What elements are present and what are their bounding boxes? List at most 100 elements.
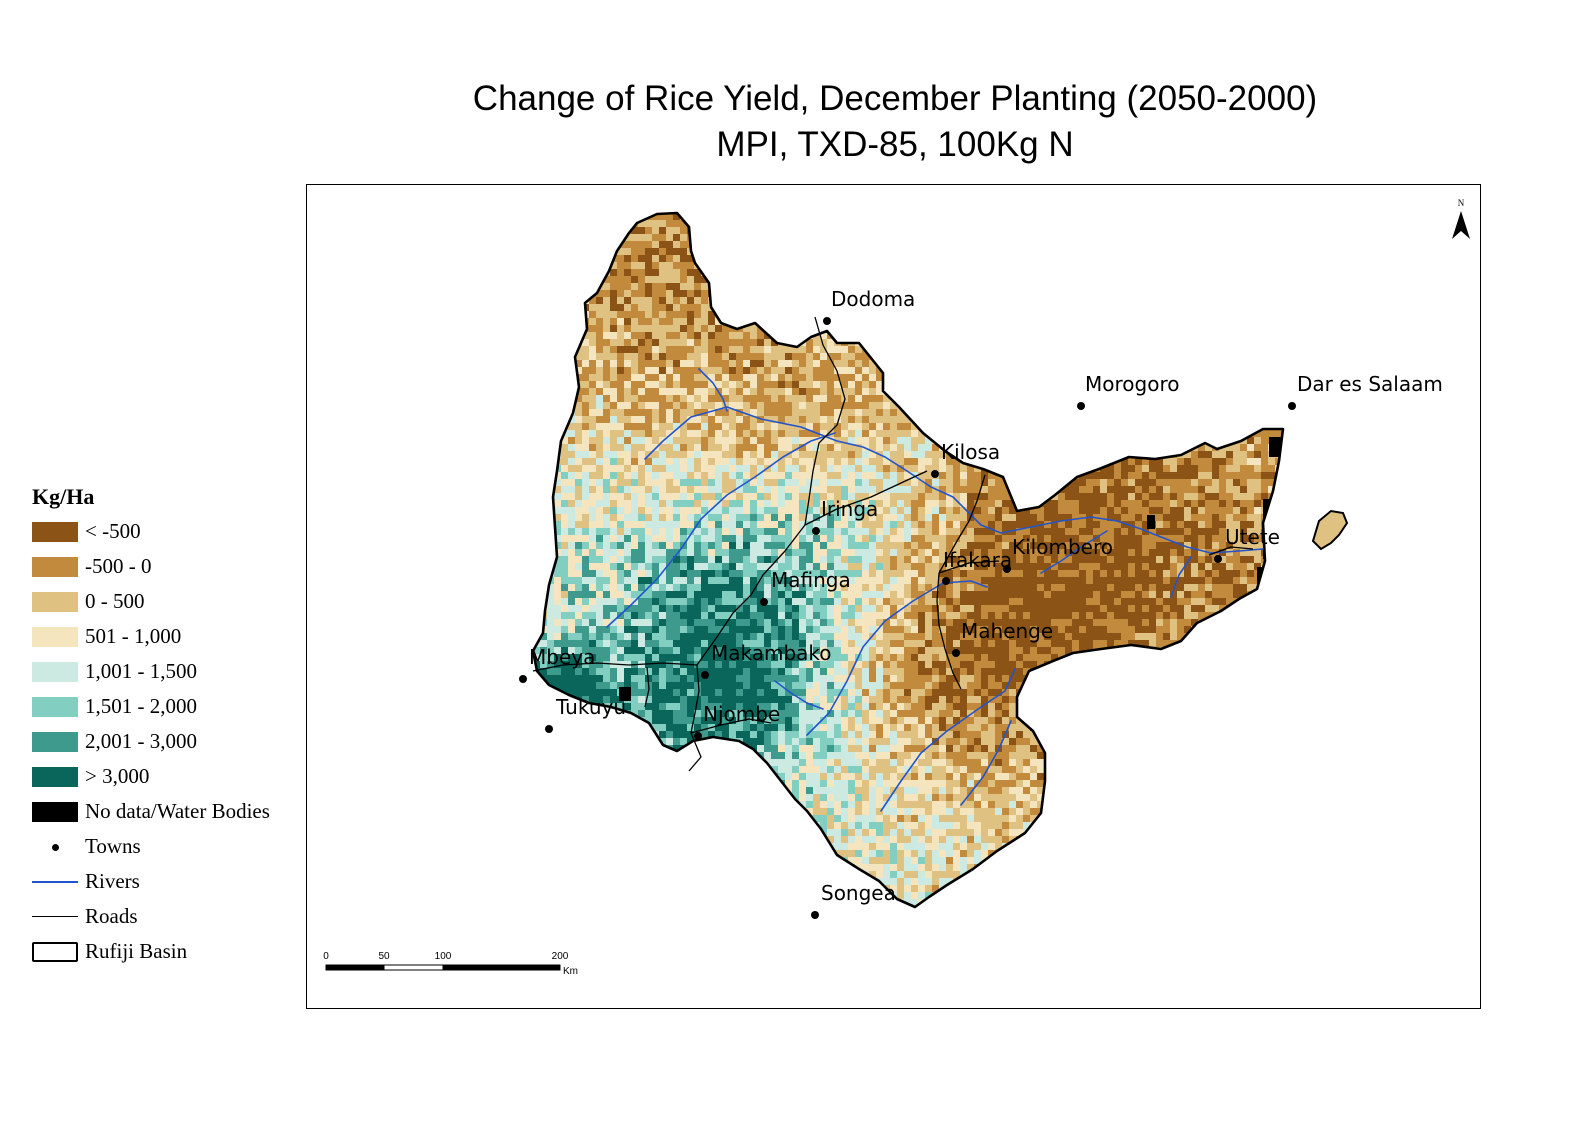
legend-item: 2,001 - 3,000: [32, 724, 302, 759]
legend-item-basin: Rufiji Basin: [32, 934, 302, 969]
legend-swatch: [32, 626, 78, 647]
coastal-island: [1311, 509, 1349, 551]
road-makambako-njombe: [688, 664, 702, 772]
rivers-layer: [606, 368, 1264, 812]
town-marker-icon: [811, 911, 819, 919]
roads-layer: [532, 316, 1254, 772]
towns-layer: Dodoma Morogoro Dar es Salaam Kilosa Iringa U…: [519, 287, 1443, 919]
town-marker-icon: [1214, 555, 1222, 563]
town-marker-icon: [1003, 565, 1011, 573]
scale-tick-200: 200: [552, 951, 569, 962]
town-marker-icon: [701, 671, 709, 679]
legend-item: 501 - 1,000: [32, 619, 302, 654]
legend-item-towns: Towns: [32, 829, 302, 864]
town-marker-icon: [812, 527, 820, 535]
legend-label: 1,001 - 1,500: [85, 659, 197, 683]
town-marker-icon: [931, 470, 939, 478]
legend-item: > 3,000: [32, 759, 302, 794]
road-ifakara-kilombero: [938, 560, 1000, 574]
river-tributary-utete: [1170, 556, 1192, 598]
river-kisigo: [698, 368, 728, 412]
road-njombe-east: [690, 718, 772, 734]
legend-swatch: [32, 521, 78, 542]
town-label: Mafinga: [771, 568, 851, 592]
town-marker-icon: [952, 649, 960, 657]
town-marker-icon: [760, 598, 768, 606]
map-title: Change of Rice Yield, December Planting …: [300, 76, 1490, 168]
scale-tick-100: 100: [435, 951, 452, 962]
north-arrow-label: N: [1458, 198, 1465, 208]
road-line-icon: [32, 907, 78, 927]
town-marker-icon: [1288, 402, 1296, 410]
map-title-line-1: Change of Rice Yield, December Planting …: [472, 79, 1318, 118]
town-marker-icon: [545, 725, 553, 733]
town-label: Kilombero: [1012, 535, 1113, 559]
town-label: Mahenge: [961, 619, 1053, 643]
road-iringa-mafinga-makambako: [696, 524, 806, 666]
legend-swatch: [32, 591, 78, 612]
legend-item-roads: Roads: [32, 899, 302, 934]
town-label: Dodoma: [831, 287, 915, 311]
scale-bar: 0 50 100 200 Km: [323, 951, 578, 977]
road-iringa-kilosa: [804, 470, 928, 526]
river-tributary-kilombero-east: [1040, 530, 1108, 574]
legend-item: 0 - 500: [32, 584, 302, 619]
town-marker-icon: [823, 317, 831, 325]
legend-item: 1,001 - 1,500: [32, 654, 302, 689]
legend-item-rivers: Rivers: [32, 864, 302, 899]
legend-item: No data/Water Bodies: [32, 794, 302, 829]
legend-swatch: [32, 661, 78, 682]
town-marker-icon: [694, 732, 702, 740]
river-tributary-njombe: [774, 680, 824, 710]
river-tributary-mahenge: [960, 720, 1012, 806]
scale-unit: Km: [563, 966, 578, 977]
legend-item: < -500: [32, 514, 302, 549]
north-arrow: N: [1452, 198, 1470, 239]
town-dot-icon: [32, 837, 78, 857]
road-mbeya-tukuyu: [644, 666, 650, 708]
legend-title: Kg/Ha: [32, 484, 95, 509]
legend-label-roads: Roads: [85, 904, 138, 928]
legend-label: 2,001 - 3,000: [85, 729, 197, 753]
town-label: Kilosa: [941, 440, 1000, 464]
legend-label: > 3,000: [85, 764, 150, 788]
legend-label: 0 - 500: [85, 589, 145, 613]
north-arrow-icon: [1452, 211, 1470, 239]
river-little-ruaha: [606, 432, 836, 628]
town-marker-icon: [942, 577, 950, 585]
river-kilombero: [806, 580, 988, 736]
town-label: Ifakara: [943, 548, 1012, 572]
river-line-icon: [32, 872, 78, 892]
road-ifakara-mahenge: [936, 572, 962, 690]
legend-swatch: [32, 731, 78, 752]
legend-label: < -500: [85, 519, 141, 543]
map-frame: Dodoma Morogoro Dar es Salaam Kilosa Iringa U…: [306, 184, 1481, 1009]
legend-swatch: [32, 766, 78, 787]
town-label: Morogoro: [1085, 372, 1179, 396]
river-great-ruaha: [644, 406, 1264, 554]
rufiji-basin-boundary: [531, 211, 1285, 909]
legend-item: -500 - 0: [32, 549, 302, 584]
town-marker-icon: [519, 675, 527, 683]
basin-outline-icon: [32, 941, 78, 962]
legend-swatch: [32, 556, 78, 577]
legend-label: 1,501 - 2,000: [85, 694, 197, 718]
road-dodoma-iringa: [804, 316, 846, 526]
legend-label: 501 - 1,000: [85, 624, 182, 648]
scale-tick-50: 50: [378, 951, 390, 962]
map-canvas: Dodoma Morogoro Dar es Salaam Kilosa Iringa U…: [307, 185, 1480, 1008]
road-makambako-mbeya: [532, 662, 698, 672]
map-title-line-2: MPI, TXD-85, 100Kg N: [716, 125, 1074, 164]
town-label: Utete: [1225, 525, 1280, 549]
town-label: Njombe: [703, 702, 780, 726]
town-label: Dar es Salaam: [1297, 372, 1443, 396]
river-luwegu: [880, 668, 1016, 812]
legend-label-towns: Towns: [85, 834, 141, 858]
town-label: Iringa: [821, 497, 878, 521]
town-marker-icon: [1077, 402, 1085, 410]
legend-label: No data/Water Bodies: [85, 799, 270, 823]
legend-swatch: [32, 801, 78, 822]
road-utete-coast: [1208, 546, 1254, 556]
legend-label-basin: Rufiji Basin: [85, 939, 188, 963]
town-label: Tukuyu: [555, 695, 626, 719]
